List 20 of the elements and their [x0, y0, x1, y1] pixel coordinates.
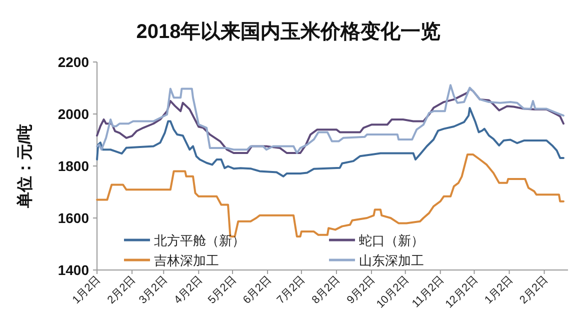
y-tick-label: 1800 — [58, 158, 90, 174]
y-tick-label: 2200 — [58, 54, 90, 70]
chart-title: 2018年以来国内玉米价格变化一览 — [136, 20, 441, 43]
x-tick-label: 7月2日 — [274, 274, 308, 306]
y-tick-label: 2000 — [58, 106, 90, 122]
legend-label: 吉林深加工 — [154, 253, 219, 268]
x-tick-label: 2月2日 — [105, 274, 138, 306]
x-tick-label: 2月2日 — [518, 274, 550, 306]
x-tick-label: 5月2日 — [206, 274, 239, 306]
legend-label: 北方平舱（新） — [154, 233, 245, 248]
legend-label: 蛇口（新） — [359, 233, 424, 248]
y-tick-label: 1600 — [58, 210, 90, 226]
x-tick-label: 6月2日 — [240, 274, 274, 306]
y-axis-title: 单位：元/吨 — [16, 124, 34, 210]
y-tick-label: 1400 — [58, 262, 90, 278]
x-tick-label: 8月2日 — [310, 274, 343, 306]
legend-label: 山东深加工 — [359, 253, 424, 268]
x-tick-label: 3月2日 — [137, 274, 170, 306]
x-tick-label: 1月2日 — [482, 274, 516, 306]
x-tick-label: 4月2日 — [172, 274, 205, 306]
